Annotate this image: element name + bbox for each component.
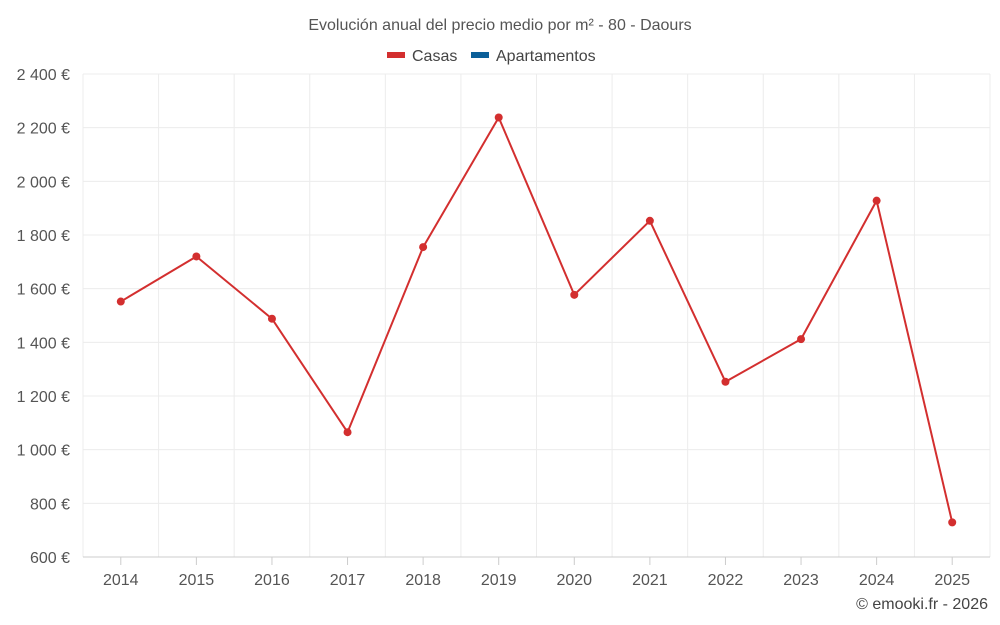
x-tick-label: 2016 — [254, 572, 290, 589]
data-point[interactable] — [721, 377, 730, 386]
y-tick-label: 1 800 € — [17, 228, 70, 245]
data-point[interactable] — [116, 297, 125, 306]
axes: 600 € 800 € 1 000 € 1 200 € 1 400 € 1 600 € 1 … — [17, 67, 990, 589]
y-tick-label: 800 € — [30, 496, 70, 513]
y-tick-label: 1 000 € — [17, 443, 70, 460]
y-tick-label: 600 € — [30, 550, 70, 567]
x-tick-label: 2019 — [481, 572, 517, 589]
grid — [82, 73, 991, 557]
y-tick-label: 2 200 € — [17, 121, 70, 138]
legend-label-casas: Casas — [412, 48, 457, 65]
data-point[interactable] — [343, 428, 352, 437]
credit-text: © emooki.fr - 2026 — [856, 596, 988, 613]
data-point[interactable] — [948, 518, 957, 527]
y-tick-label: 2 400 € — [17, 67, 70, 84]
y-tick-label: 1 400 € — [17, 335, 70, 352]
series-layer — [116, 113, 957, 527]
series-line-casas — [120, 116, 954, 523]
data-point[interactable] — [872, 196, 881, 205]
x-tick-label: 2015 — [179, 572, 215, 589]
x-tick-label: 2022 — [708, 572, 744, 589]
x-tick-label: 2018 — [405, 572, 441, 589]
data-point[interactable] — [797, 335, 806, 344]
x-tick-label: 2014 — [103, 572, 139, 589]
x-tick-label: 2017 — [330, 572, 366, 589]
x-tick-label: 2023 — [783, 572, 819, 589]
data-point[interactable] — [419, 243, 428, 252]
legend-swatch-apartamentos — [471, 52, 489, 58]
legend: Casas Apartamentos — [387, 48, 596, 65]
data-point[interactable] — [570, 290, 579, 299]
x-tick-label: 2025 — [934, 572, 970, 589]
legend-label-apartamentos: Apartamentos — [496, 48, 596, 65]
x-tick-label: 2020 — [556, 572, 592, 589]
y-tick-label: 1 200 € — [17, 389, 70, 406]
x-tick-label: 2021 — [632, 572, 668, 589]
y-tick-label: 1 600 € — [17, 282, 70, 299]
data-point[interactable] — [645, 216, 654, 225]
data-point[interactable] — [192, 252, 201, 261]
legend-swatch-casas — [387, 52, 405, 58]
data-point[interactable] — [494, 113, 503, 122]
y-tick-label: 2 000 € — [17, 174, 70, 191]
x-tick-label: 2024 — [859, 572, 895, 589]
data-point[interactable] — [267, 314, 276, 323]
chart-title: Evolución anual del precio medio por m² … — [308, 17, 691, 34]
legend-item-casas[interactable]: Casas — [387, 48, 457, 65]
legend-item-apartamentos[interactable]: Apartamentos — [471, 48, 596, 65]
